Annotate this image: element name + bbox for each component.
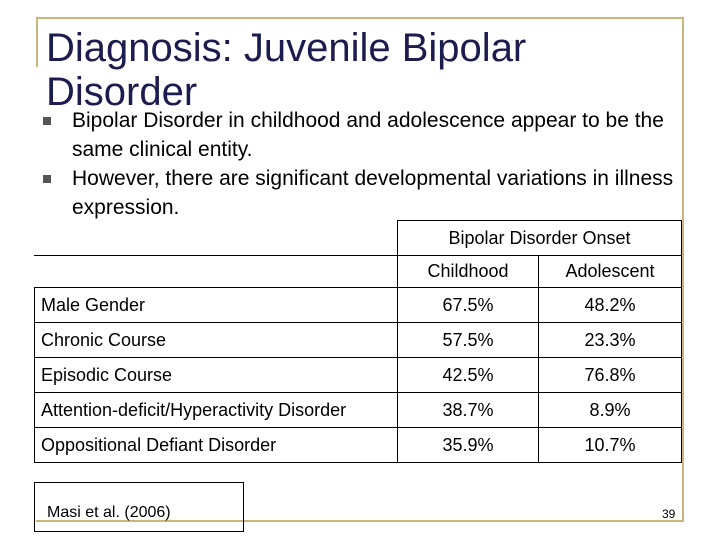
slide-title: Diagnosis: Juvenile Bipolar Disorder <box>46 26 527 114</box>
bullet-item: However, there are significant developme… <box>40 164 690 222</box>
bullet-item: Bipolar Disorder in childhood and adoles… <box>40 106 690 164</box>
onset-table: Bipolar Disorder Onset Childhood Adolesc… <box>34 220 682 463</box>
table-corner-cell <box>34 255 398 288</box>
table-row: Oppositional Defiant Disorder 35.9% 10.7… <box>34 427 682 463</box>
table-column-header-row: Childhood Adolescent <box>34 255 682 288</box>
citation-text: Masi et al. (2006) <box>47 504 171 521</box>
adolescent-value: 10.7% <box>538 427 682 463</box>
bullet-text: However, there are significant developme… <box>72 167 674 219</box>
row-label: Attention-deficit/Hyperactivity Disorder <box>34 392 398 428</box>
table-group-header-row: Bipolar Disorder Onset <box>34 220 682 256</box>
frame-left-line <box>36 17 38 67</box>
childhood-value: 38.7% <box>397 392 539 428</box>
row-label: Oppositional Defiant Disorder <box>34 427 398 463</box>
childhood-value: 42.5% <box>397 357 539 393</box>
bullet-text: Bipolar Disorder in childhood and adoles… <box>72 109 664 161</box>
childhood-value: 67.5% <box>397 287 539 323</box>
childhood-value: 35.9% <box>397 427 539 463</box>
frame-right-line <box>682 17 684 522</box>
row-label: Episodic Course <box>34 357 398 393</box>
frame-bottom-line <box>36 520 684 522</box>
row-label: Male Gender <box>34 287 398 323</box>
table-corner-cell <box>34 220 398 256</box>
adolescent-value: 48.2% <box>538 287 682 323</box>
bullet-list: Bipolar Disorder in childhood and adoles… <box>40 106 690 222</box>
square-bullet-icon <box>43 175 51 183</box>
table-row: Chronic Course 57.5% 23.3% <box>34 322 682 358</box>
column-header-adolescent: Adolescent <box>538 255 682 288</box>
childhood-value: 57.5% <box>397 322 539 358</box>
table-row: Attention-deficit/Hyperactivity Disorder… <box>34 392 682 428</box>
adolescent-value: 76.8% <box>538 357 682 393</box>
column-header-childhood: Childhood <box>397 255 539 288</box>
row-label: Chronic Course <box>34 322 398 358</box>
page-number: 39 <box>662 507 676 521</box>
group-header: Bipolar Disorder Onset <box>397 220 682 256</box>
citation-box: Masi et al. (2006) <box>34 482 244 532</box>
square-bullet-icon <box>43 117 51 125</box>
adolescent-value: 23.3% <box>538 322 682 358</box>
table-row: Male Gender 67.5% 48.2% <box>34 287 682 323</box>
frame-top-line <box>36 17 684 19</box>
table-row: Episodic Course 42.5% 76.8% <box>34 357 682 393</box>
adolescent-value: 8.9% <box>538 392 682 428</box>
